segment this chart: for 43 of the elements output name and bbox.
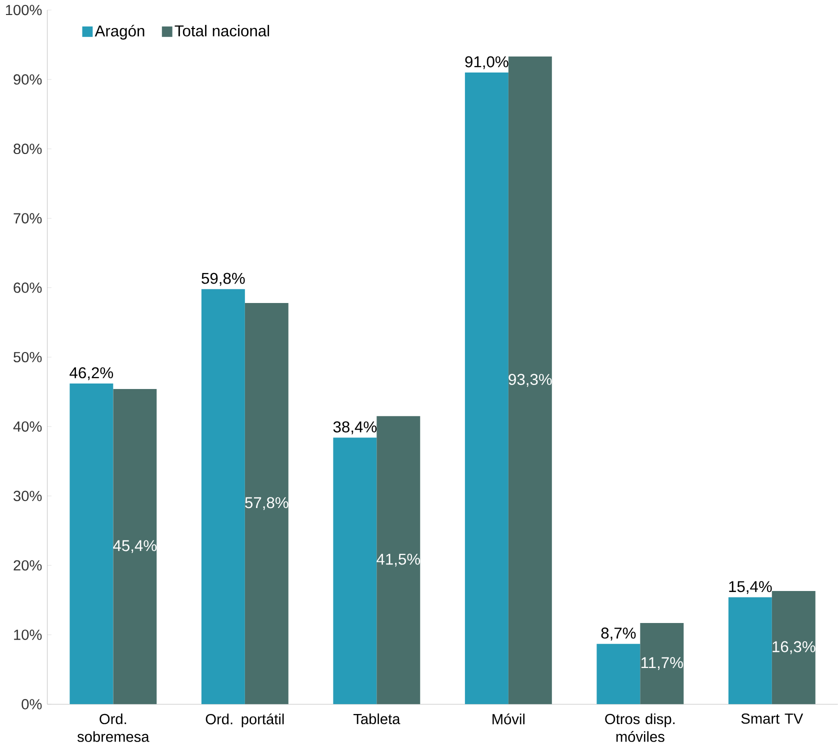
bar: [772, 591, 816, 704]
data-label: 11,7%: [642, 657, 683, 670]
bar: [201, 289, 245, 704]
data-label: 8,7%: [601, 628, 636, 641]
x-tick-label: Tableta: [353, 714, 400, 724]
y-tick-label: 80%: [14, 144, 42, 154]
y-tick-label: 60%: [14, 282, 42, 293]
y-tick-label: 0%: [22, 699, 42, 710]
bar: [508, 56, 552, 704]
bar: [70, 384, 114, 704]
data-label: 41,5%: [376, 554, 420, 567]
data-label: 38,4%: [333, 421, 377, 434]
y-tick-label: 50%: [14, 352, 42, 362]
data-label: 93,3%: [508, 374, 552, 387]
data-label: 16,3%: [772, 641, 816, 654]
x-tick-label: Ord. sobremesa: [77, 714, 150, 742]
bar: [333, 438, 377, 704]
y-tick-label: 40%: [13, 421, 42, 432]
bar: [113, 389, 157, 704]
bar: [376, 416, 420, 704]
x-tick-label: Móvil: [492, 714, 524, 724]
y-tick-label: 30%: [14, 490, 42, 502]
data-label: 45,4%: [113, 540, 157, 554]
y-tick-label: 70%: [14, 213, 42, 224]
data-label: 59,8%: [202, 272, 245, 286]
legend-label: Aragón: [94, 24, 144, 40]
y-tick-label: 90%: [14, 74, 42, 85]
data-label: 91,0%: [465, 56, 508, 70]
y-tick-label: 100%: [6, 4, 42, 16]
bar: [640, 623, 684, 704]
bar: [728, 597, 772, 704]
data-label: 15,4%: [729, 581, 772, 594]
y-tick-label: 10%: [14, 630, 42, 640]
data-label: 57,8%: [245, 497, 288, 510]
x-tick-label: Otros disp. móviles: [605, 714, 675, 742]
data-label: 46,2%: [70, 367, 114, 380]
bar: [596, 644, 640, 704]
bar: [464, 72, 508, 704]
x-tick-label: Smart TV: [741, 714, 804, 724]
x-tick-label: Ord. portátil: [206, 714, 284, 728]
y-tick-label: 20%: [14, 560, 42, 571]
bar: [244, 303, 288, 704]
legend-label: Total nacional: [174, 25, 270, 37]
